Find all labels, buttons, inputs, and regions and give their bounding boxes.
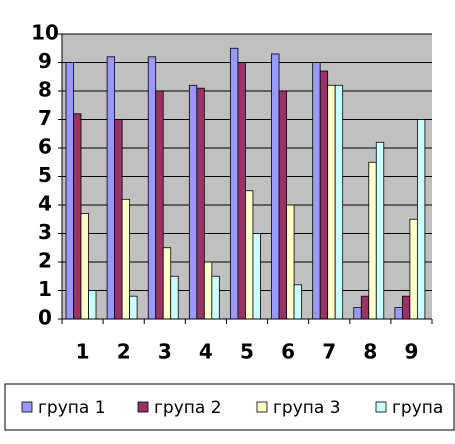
bar xyxy=(327,84,336,320)
y-tick-label: 3 xyxy=(38,220,52,244)
bar xyxy=(121,198,131,320)
bar xyxy=(271,53,280,320)
bar xyxy=(394,307,403,320)
legend-swatch xyxy=(21,401,33,413)
bar xyxy=(155,90,164,320)
bar xyxy=(196,87,205,320)
bar xyxy=(353,307,362,320)
bar xyxy=(245,190,254,320)
bar xyxy=(286,204,295,320)
bar xyxy=(129,295,138,320)
legend-label: група 3 xyxy=(273,398,341,418)
bar xyxy=(162,247,172,320)
bar xyxy=(334,84,344,320)
bar xyxy=(278,90,287,320)
y-tick-label: 4 xyxy=(38,192,52,216)
bar xyxy=(211,275,220,320)
x-tick-label: 2 xyxy=(117,340,131,364)
legend-swatch xyxy=(375,401,387,413)
y-tick-label: 8 xyxy=(38,78,52,102)
y-tick-label: 5 xyxy=(38,163,52,187)
x-tick-label: 6 xyxy=(281,340,295,364)
y-tick-label: 6 xyxy=(38,135,52,159)
legend-label: група 2 xyxy=(154,398,222,418)
bar xyxy=(80,213,89,320)
y-tick-label: 7 xyxy=(38,106,52,130)
y-tick-label: 9 xyxy=(38,49,52,73)
bar xyxy=(401,295,411,320)
bar xyxy=(230,47,239,320)
y-tick-label: 10 xyxy=(31,21,59,45)
y-tick-label: 0 xyxy=(38,306,52,330)
bar xyxy=(375,141,385,320)
x-tick-label: 9 xyxy=(404,340,418,364)
bar xyxy=(106,56,116,320)
bar xyxy=(312,62,321,320)
bar xyxy=(368,161,377,320)
bar xyxy=(360,295,370,320)
bar xyxy=(170,275,179,320)
x-tick-label: 3 xyxy=(158,340,172,364)
legend-label: група xyxy=(392,398,443,418)
bar xyxy=(203,261,213,320)
legend-swatch xyxy=(256,401,268,413)
bar xyxy=(409,218,418,320)
bar xyxy=(73,113,82,320)
legend-label: група 1 xyxy=(38,398,106,418)
bar xyxy=(416,119,426,320)
bar xyxy=(252,233,261,320)
x-tick-label: 5 xyxy=(240,340,254,364)
y-tick-label: 1 xyxy=(38,277,52,301)
bar xyxy=(114,119,123,320)
x-tick-label: 7 xyxy=(322,340,336,364)
legend-swatch xyxy=(137,401,149,413)
x-tick-label: 4 xyxy=(199,340,213,364)
x-tick-label: 8 xyxy=(363,340,377,364)
bar xyxy=(88,290,97,320)
bar xyxy=(319,70,329,320)
bar xyxy=(237,62,246,320)
bar xyxy=(188,84,198,320)
y-tick-label: 2 xyxy=(38,249,52,273)
bar xyxy=(147,56,157,320)
x-tick-label: 1 xyxy=(76,340,90,364)
bar xyxy=(65,62,74,320)
bar xyxy=(293,284,302,320)
